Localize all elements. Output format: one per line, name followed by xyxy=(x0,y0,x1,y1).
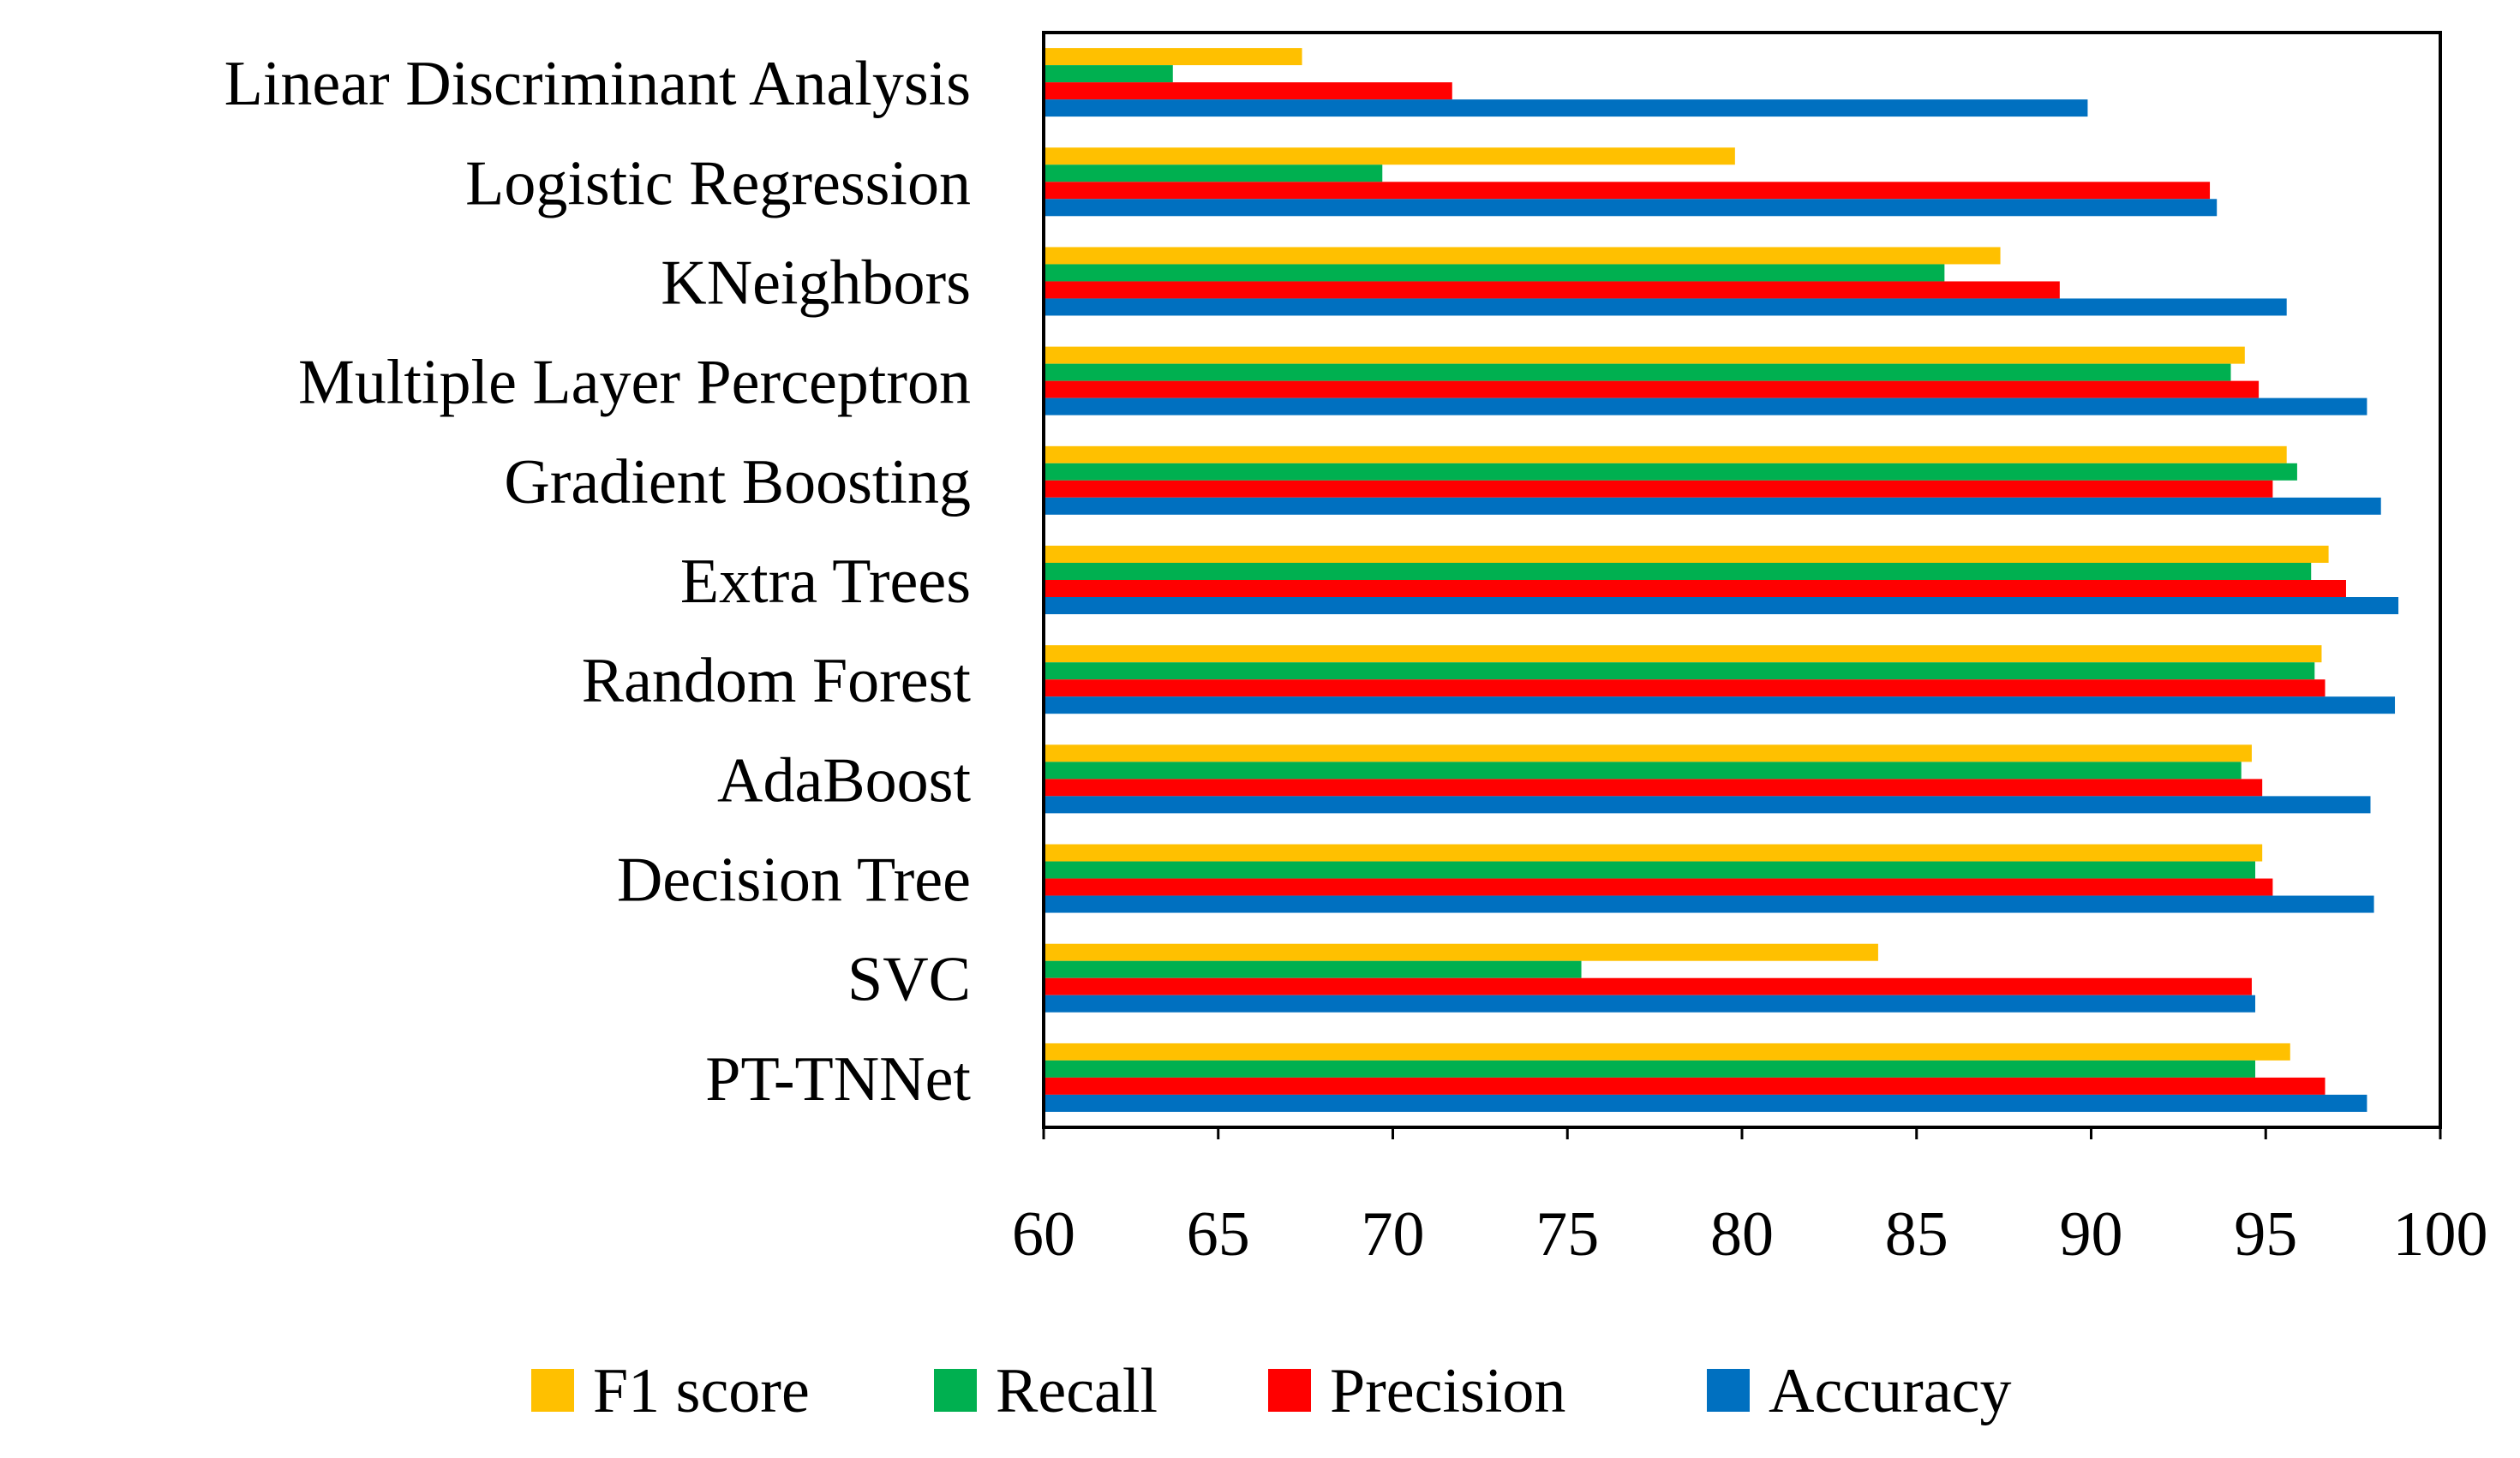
bar-recall xyxy=(1044,861,2256,879)
bar-recall xyxy=(1044,662,2315,680)
bar-accuracy xyxy=(1044,199,2218,217)
bar-recall xyxy=(1044,960,1582,978)
bar-f1-score xyxy=(1044,546,2329,563)
bar-f1-score xyxy=(1044,346,2245,364)
bar-recall xyxy=(1044,363,2231,381)
bar-precision xyxy=(1044,779,2263,797)
x-tick-label: 90 xyxy=(2060,1199,2123,1270)
bar-accuracy xyxy=(1044,895,2374,913)
category-label: Decision Tree xyxy=(617,846,971,916)
bar-recall xyxy=(1044,563,2312,580)
bar-precision xyxy=(1044,580,2346,597)
bar-f1-score xyxy=(1044,844,2263,862)
bar-accuracy xyxy=(1044,298,2287,316)
bar-recall xyxy=(1044,264,1945,282)
bar-f1-score xyxy=(1044,247,2001,265)
legend-label-f1-score: F1 score xyxy=(593,1356,810,1426)
bar-precision xyxy=(1044,679,2325,697)
bar-f1-score xyxy=(1044,744,2252,762)
legend-swatch-recall xyxy=(934,1369,977,1412)
bar-recall xyxy=(1044,1060,2256,1078)
bar-accuracy xyxy=(1044,99,2088,117)
legend: F1 score Recall Precision Accuracy xyxy=(531,1356,2011,1426)
category-labels: Linear Discriminant Analysis Logistic Reg… xyxy=(224,49,972,1114)
x-tick-label: 100 xyxy=(2393,1199,2488,1270)
bar-f1-score xyxy=(1044,147,1735,165)
bar-accuracy xyxy=(1044,497,2381,515)
x-tick-label: 95 xyxy=(2234,1199,2297,1270)
bar-precision xyxy=(1044,1077,2325,1095)
category-label: Gradient Boosting xyxy=(504,447,971,517)
bars-group xyxy=(1044,48,2399,1112)
bar-accuracy xyxy=(1044,696,2396,714)
bar-precision xyxy=(1044,977,2252,995)
x-tick-label: 85 xyxy=(1885,1199,1948,1270)
x-axis-ticks: 60 65 70 75 80 85 90 95 100 xyxy=(1012,1127,2488,1270)
category-label: Linear Discriminant Analysis xyxy=(224,49,971,119)
bar-recall xyxy=(1044,164,1383,182)
bar-f1-score xyxy=(1044,445,2287,463)
category-label: Multiple Layer Perceptron xyxy=(298,348,971,418)
category-label: Extra Trees xyxy=(680,547,971,617)
bar-f1-score xyxy=(1044,48,1302,66)
bar-accuracy xyxy=(1044,796,2371,814)
bar-recall xyxy=(1044,463,2297,481)
legend-label-precision: Precision xyxy=(1330,1356,1565,1426)
bar-precision xyxy=(1044,82,1452,100)
category-label: SVC xyxy=(847,945,971,1015)
bar-accuracy xyxy=(1044,1094,2367,1112)
x-tick-label: 70 xyxy=(1362,1199,1425,1270)
legend-swatch-f1-score xyxy=(531,1369,574,1412)
bar-recall xyxy=(1044,65,1173,83)
x-tick-label: 75 xyxy=(1535,1199,1599,1270)
bar-accuracy xyxy=(1044,597,2399,614)
bar-precision xyxy=(1044,380,2260,398)
bar-precision xyxy=(1044,878,2273,896)
x-tick-label: 65 xyxy=(1187,1199,1250,1270)
legend-swatch-precision xyxy=(1268,1369,1311,1412)
bar-precision xyxy=(1044,480,2273,498)
category-label: AdaBoost xyxy=(717,745,971,816)
x-tick-label: 80 xyxy=(1710,1199,1774,1270)
category-label: Logistic Regression xyxy=(465,148,971,218)
legend-swatch-accuracy xyxy=(1707,1369,1750,1412)
bar-f1-score xyxy=(1044,1043,2290,1061)
legend-label-accuracy: Accuracy xyxy=(1769,1356,2011,1426)
bar-f1-score xyxy=(1044,645,2322,663)
bar-recall xyxy=(1044,762,2242,780)
bar-accuracy xyxy=(1044,397,2367,415)
bar-accuracy xyxy=(1044,995,2256,1013)
bar-f1-score xyxy=(1044,943,1878,961)
category-label: Random Forest xyxy=(582,646,972,716)
category-label: PT-TNNet xyxy=(705,1044,971,1114)
category-label: KNeighbors xyxy=(661,248,971,318)
legend-label-recall: Recall xyxy=(996,1356,1158,1426)
plot-frame xyxy=(1042,31,2442,1129)
bar-precision xyxy=(1044,182,2211,200)
bar-precision xyxy=(1044,281,2060,299)
x-tick-label: 60 xyxy=(1012,1199,1075,1270)
